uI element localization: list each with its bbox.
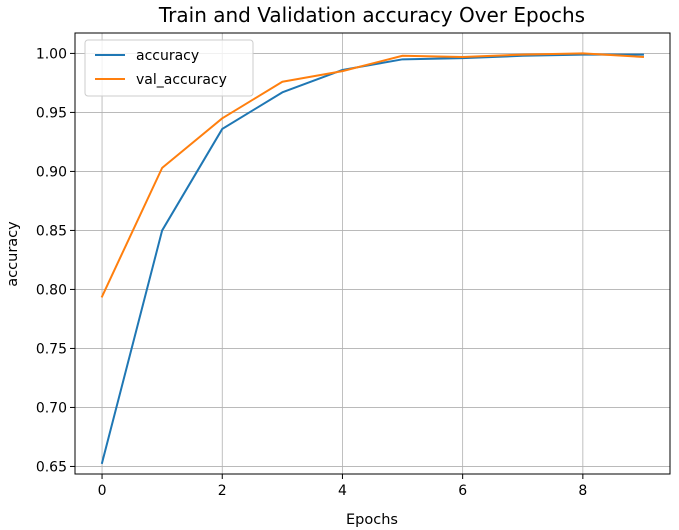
series-line-val-accuracy <box>100 52 645 298</box>
x-tick-label: 2 <box>218 483 227 499</box>
series-line-accuracy <box>100 53 644 465</box>
chart-title: Train and Validation accuracy Over Epoch… <box>158 3 585 27</box>
x-tick-label: 8 <box>578 483 587 499</box>
y-tick-label: 0.65 <box>36 459 67 475</box>
y-tick-label: 0.95 <box>36 105 67 121</box>
grid <box>75 33 670 474</box>
y-axis-label: accuracy <box>5 221 21 287</box>
plot-area-frame <box>74 32 671 475</box>
y-tick-label: 1.00 <box>36 46 67 62</box>
y-tick-label: 0.70 <box>36 400 67 416</box>
x-tick-label: 4 <box>338 483 347 499</box>
y-tick-label: 0.90 <box>36 164 67 180</box>
y-tick-label: 0.75 <box>36 341 67 357</box>
x-tick-label: 0 <box>98 483 107 499</box>
legend-label-accuracy: accuracy <box>136 48 199 64</box>
legend-box <box>84 39 254 97</box>
legend: accuracy val_accuracy <box>84 39 254 97</box>
x-tick-label: 6 <box>458 483 467 499</box>
x-axis-ticks: 0 2 4 6 8 <box>98 474 587 499</box>
y-axis-ticks: 0.65 0.70 0.75 0.80 0.85 0.90 0.95 1.00 <box>36 46 75 475</box>
x-axis-label: Epochs <box>346 512 398 528</box>
legend-label-val-accuracy: val_accuracy <box>136 72 227 88</box>
y-tick-label: 0.80 <box>36 282 67 298</box>
series-lines <box>100 52 645 465</box>
y-tick-label: 0.85 <box>36 223 67 239</box>
